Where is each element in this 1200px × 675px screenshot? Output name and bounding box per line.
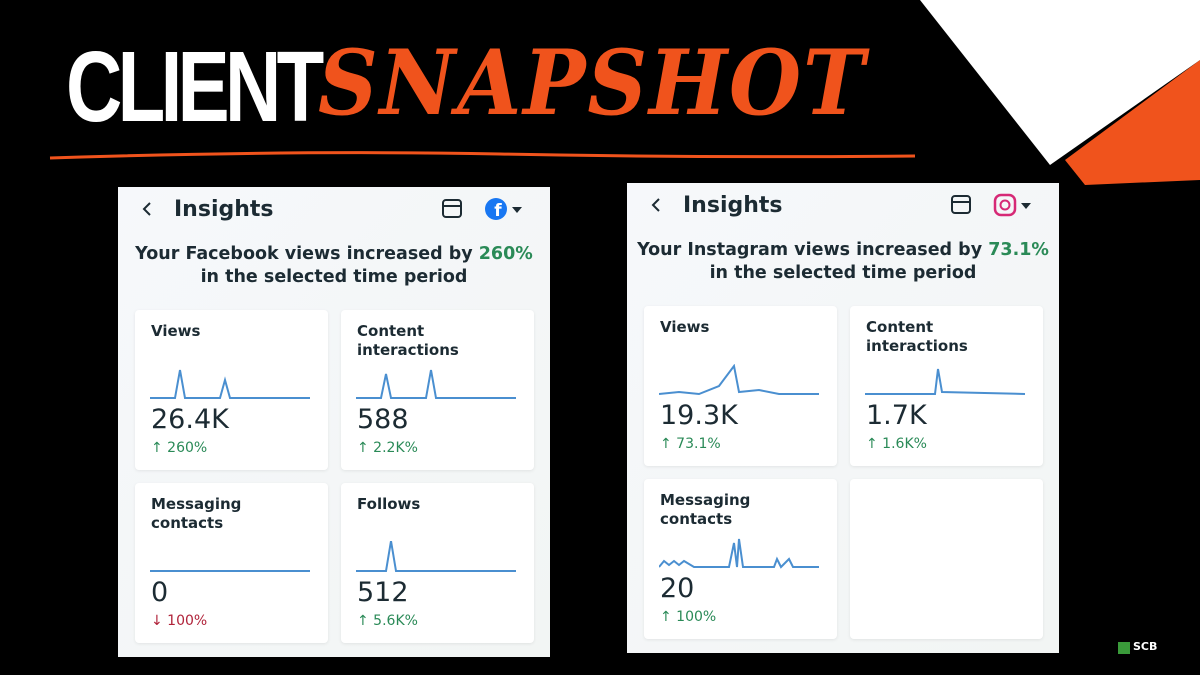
- sparkline: [356, 541, 516, 572]
- sparkline: [150, 570, 310, 572]
- metric-card: Follows 512 ↑ 5.6K%: [341, 483, 534, 643]
- card-change: ↑ 260%: [151, 440, 208, 456]
- logo: SCB: [1133, 640, 1158, 653]
- card-value: 1.7K: [866, 400, 927, 431]
- sparkline: [659, 538, 819, 569]
- headline-highlight: 260%: [478, 244, 533, 264]
- headline-text: in the selected time period: [200, 267, 468, 287]
- sparkline: [865, 368, 1026, 395]
- title-snapshot: SNAPSHOT: [318, 30, 867, 136]
- sparkline: [356, 369, 516, 399]
- card-value: 0: [151, 577, 169, 608]
- metric-card: Views 26.4K ↑ 260%: [135, 310, 328, 470]
- card-change: ↑ 1.6K%: [866, 436, 927, 452]
- panel-title: Insights: [174, 197, 274, 222]
- card-value: 20: [660, 573, 695, 604]
- headline-text: Your Instagram views increased by: [637, 240, 983, 260]
- card-label: Views: [151, 322, 201, 340]
- metric-card: Views 19.3K ↑ 73.1%: [644, 306, 837, 466]
- card-value: 26.4K: [151, 404, 229, 435]
- card-change: ↑ 5.6K%: [357, 613, 418, 629]
- card-value: 512: [357, 577, 409, 608]
- underline: [49, 151, 916, 160]
- headline: Your Facebook views increased by 260% in …: [118, 243, 550, 289]
- insights-panel: Insights Your Instagram views increased b…: [627, 183, 1059, 653]
- sparkline: [150, 369, 310, 399]
- sparkline: [659, 364, 819, 396]
- card-label: Views: [660, 318, 710, 336]
- card-value: 588: [357, 404, 409, 435]
- card-change: ↑ 73.1%: [660, 436, 721, 452]
- orange-stripe: [1065, 60, 1200, 185]
- white-shape: [920, 0, 1200, 165]
- card-change: ↑ 2.2K%: [357, 440, 418, 456]
- svg-text:f: f: [494, 201, 502, 221]
- insights-panel: f Insights Your Facebook views increased b…: [118, 187, 550, 657]
- metric-card: [850, 479, 1043, 639]
- header-icons: f: [142, 198, 522, 221]
- card-label: Content interactions: [357, 322, 459, 359]
- title-client: CLIENT: [66, 31, 324, 143]
- card-change: ↓ 100%: [151, 613, 208, 629]
- card-change: ↑ 100%: [660, 609, 717, 625]
- panel-title: Insights: [683, 193, 783, 218]
- card-label: Messaging contacts: [151, 495, 242, 532]
- card-label: Content interactions: [866, 318, 968, 355]
- headline: Your Instagram views increased by 73.1% i…: [627, 239, 1059, 285]
- metric-card: Content interactions 1.7K ↑ 1.6K%: [850, 306, 1043, 466]
- metric-card: Messaging contacts 20 ↑ 100%: [644, 479, 837, 639]
- card-label: Messaging contacts: [660, 491, 751, 528]
- metric-card: Content interactions 588 ↑ 2.2K%: [341, 310, 534, 470]
- headline-text: in the selected time period: [709, 263, 977, 283]
- logo-mark: [1118, 642, 1130, 654]
- card-label: Follows: [357, 495, 421, 513]
- headline-highlight: 73.1%: [988, 240, 1049, 260]
- card-value: 19.3K: [660, 400, 738, 431]
- header-icons: [651, 193, 1031, 217]
- metric-card: Messaging contacts 0 ↓ 100%: [135, 483, 328, 643]
- headline-text: Your Facebook views increased by: [135, 244, 473, 264]
